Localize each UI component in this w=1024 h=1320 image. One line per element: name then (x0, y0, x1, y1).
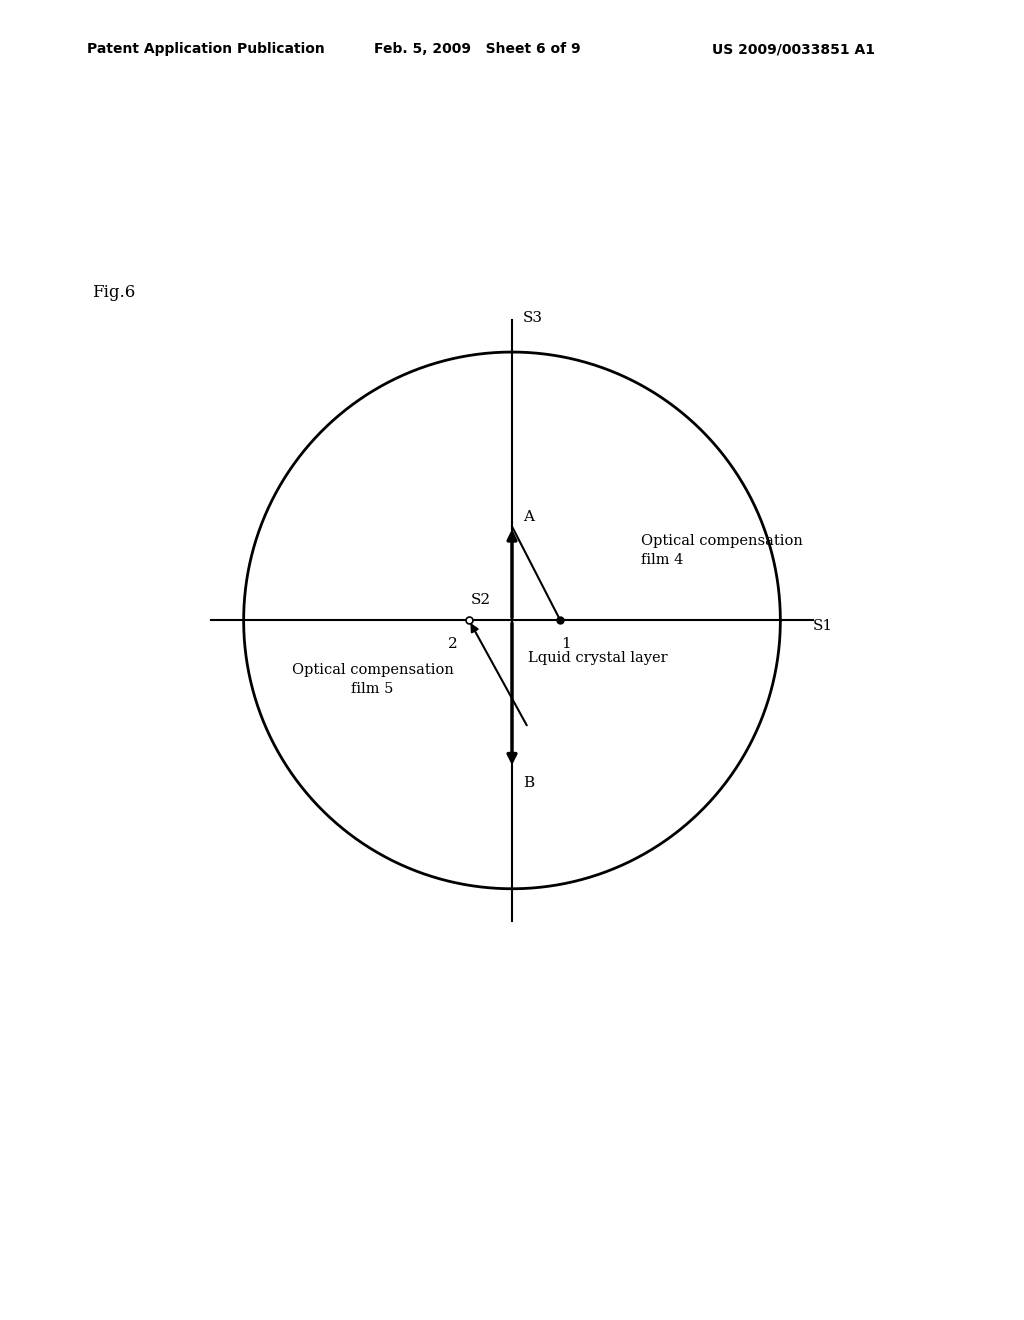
Text: 2: 2 (449, 636, 458, 651)
Text: Lquid crystal layer: Lquid crystal layer (528, 651, 668, 665)
Text: Optical compensation
film 4: Optical compensation film 4 (641, 533, 803, 568)
Text: Fig.6: Fig.6 (92, 284, 135, 301)
Text: Feb. 5, 2009   Sheet 6 of 9: Feb. 5, 2009 Sheet 6 of 9 (374, 42, 581, 57)
Text: A: A (522, 510, 534, 524)
Text: 1: 1 (561, 636, 570, 651)
Text: S3: S3 (522, 312, 543, 325)
Text: Optical compensation
film 5: Optical compensation film 5 (292, 663, 454, 696)
Text: Patent Application Publication: Patent Application Publication (87, 42, 325, 57)
Text: S1: S1 (813, 619, 833, 632)
Text: US 2009/0033851 A1: US 2009/0033851 A1 (712, 42, 874, 57)
Text: S2: S2 (470, 593, 490, 607)
Text: B: B (522, 776, 534, 791)
